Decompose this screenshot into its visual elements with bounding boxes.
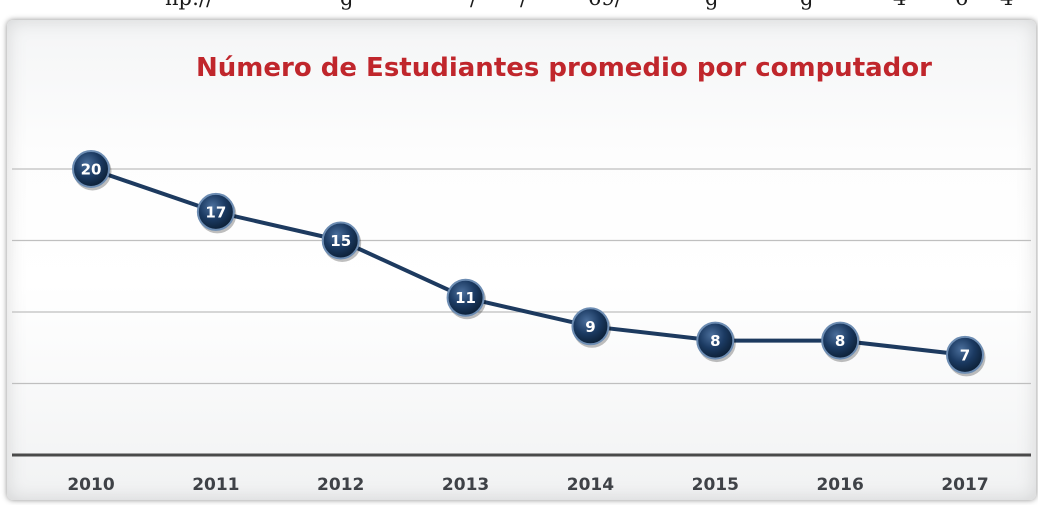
- data-point-marker: [821, 321, 860, 360]
- x-tick-label: 2011: [192, 475, 239, 495]
- x-tick-label: 2010: [67, 475, 114, 495]
- page-text-fragment: np://: [165, 0, 213, 10]
- page-text-fragment: g: [705, 0, 718, 10]
- data-label: 15: [330, 232, 351, 250]
- data-label: 9: [585, 318, 595, 336]
- data-point-marker: [196, 192, 235, 231]
- x-tick-label: 2014: [567, 475, 614, 495]
- data-point-marker: [72, 150, 110, 188]
- data-points: 20 17 15 11 9 8 8 7: [72, 150, 986, 377]
- x-axis-tick-labels: 2010 2011 2012 2013 2014 2015 2016 2017: [67, 475, 988, 495]
- data-point-marker: [321, 221, 360, 260]
- gridlines: [12, 168, 1031, 457]
- data-label: 7: [960, 346, 970, 364]
- data-point: 11: [446, 278, 487, 320]
- x-tick-label: 2015: [692, 475, 739, 495]
- data-point: 20: [72, 150, 112, 191]
- page-text-fragment: 6: [955, 0, 968, 10]
- page-text-fragment: g: [800, 0, 813, 10]
- data-point: 7: [946, 335, 986, 377]
- x-tick-label: 2017: [941, 475, 988, 495]
- data-label: 8: [710, 332, 720, 350]
- page-text-fragment: 4: [1000, 0, 1013, 10]
- page-text-fragment: /: [470, 0, 477, 10]
- x-tick-label: 2013: [442, 475, 489, 495]
- data-label: 8: [835, 332, 845, 350]
- page-text-fragment: g: [340, 0, 353, 10]
- data-point: 8: [821, 321, 861, 363]
- page-text-fragment: /: [520, 0, 527, 10]
- chart-panel: Número de Estudiantes promedio por compu…: [7, 20, 1036, 500]
- series-polyline: [90, 167, 966, 357]
- data-point: 8: [696, 321, 736, 363]
- line-chart: Número de Estudiantes promedio por compu…: [12, 53, 1031, 495]
- data-point-marker: [946, 335, 984, 374]
- data-point: 15: [321, 221, 362, 262]
- page-text-strip: np:// g / / 69/g g 4 6 4: [0, 0, 1038, 16]
- series-line: [90, 167, 966, 357]
- data-point: 17: [196, 192, 237, 234]
- x-tick-label: 2012: [317, 475, 364, 495]
- data-label: 17: [205, 203, 226, 221]
- data-point-marker: [446, 278, 485, 317]
- data-point-marker: [696, 321, 735, 360]
- data-point: 9: [571, 307, 611, 348]
- data-label: 20: [81, 161, 102, 179]
- x-tick-label: 2016: [816, 475, 863, 495]
- page-text-fragment: 4: [893, 0, 906, 10]
- data-label: 11: [455, 289, 476, 307]
- page-text-fragment: 69/: [588, 0, 622, 10]
- chart-title: Número de Estudiantes promedio por compu…: [196, 53, 932, 83]
- data-point-marker: [571, 307, 610, 346]
